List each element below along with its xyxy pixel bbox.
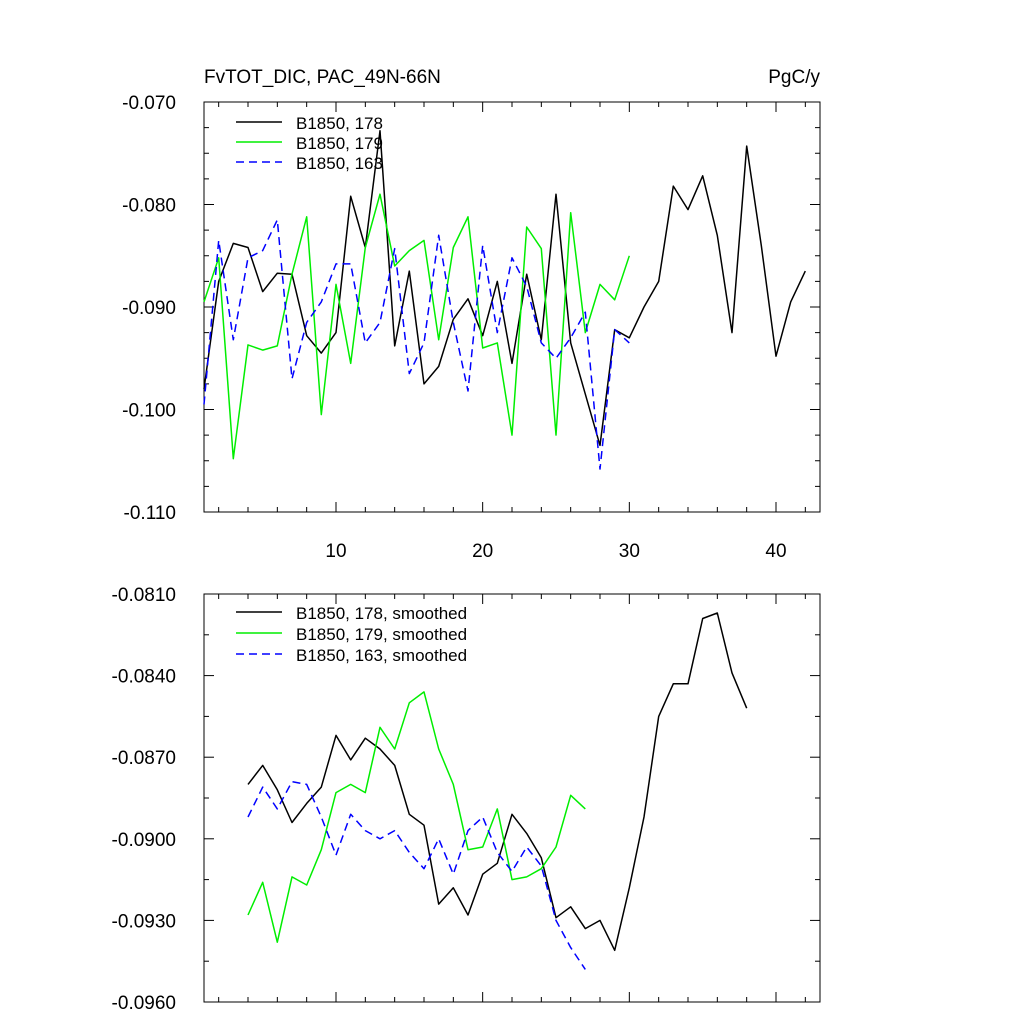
top-legend-label-2: B1850, 179	[296, 134, 383, 153]
top-series-line-1	[203, 129, 806, 447]
top-panel: FvTOT_DIC, PAC_49N-66N PgC/y 10 20 30 40 -0.…	[122, 67, 821, 562]
top-y-tick-label: -0.080	[122, 196, 176, 217]
top-plot-area: 10 20 30 40 -0.110 -0.100 -0.090 -0.080 -0.070 B1…	[122, 93, 821, 562]
top-x-tick-label: 40	[765, 541, 786, 562]
bottom-plot-area: -0.0960 -0.0930 -0.0900 -0.0870 -0.0840 -0.08…	[112, 585, 821, 1014]
bottom-y-tick-label: -0.0870	[112, 748, 176, 769]
bottom-panel: -0.0960 -0.0930 -0.0900 -0.0870 -0.0840 -0.08…	[112, 585, 821, 1014]
top-y-tick-label: -0.100	[122, 401, 176, 422]
bottom-series-line-3	[247, 780, 586, 970]
top-title-left: FvTOT_DIC, PAC_49N-66N	[204, 67, 441, 88]
bottom-series-line-1	[247, 612, 748, 952]
bottom-y-tick-label: -0.0960	[112, 993, 176, 1014]
bottom-legend-label-2: B1850, 179, smoothed	[296, 625, 467, 644]
top-series-line-3	[203, 219, 630, 470]
top-y-tick-label: -0.070	[122, 93, 176, 114]
top-x-tick-label: 10	[325, 541, 346, 562]
bottom-y-tick-label: -0.0810	[112, 585, 176, 606]
bottom-series-line-2	[247, 691, 586, 943]
top-series-line-2	[203, 193, 631, 460]
top-y-tick-label: -0.110	[124, 503, 176, 524]
bottom-y-tick-label: -0.0930	[112, 911, 176, 932]
top-x-tick-label: 20	[472, 541, 493, 562]
bottom-legend-label-3: B1850, 163, smoothed	[296, 646, 467, 665]
top-title-right: PgC/y	[768, 67, 820, 88]
top-legend-label-1: B1850, 178	[296, 114, 383, 133]
bottom-y-tick-label: -0.0840	[112, 667, 176, 688]
bottom-legend-label-1: B1850, 178, smoothed	[296, 604, 467, 623]
bottom-y-tick-label: -0.0900	[112, 830, 176, 851]
top-y-tick-label: -0.090	[122, 298, 176, 319]
top-legend-label-3: B1850, 163	[296, 154, 383, 173]
top-x-tick-label: 30	[619, 541, 640, 562]
